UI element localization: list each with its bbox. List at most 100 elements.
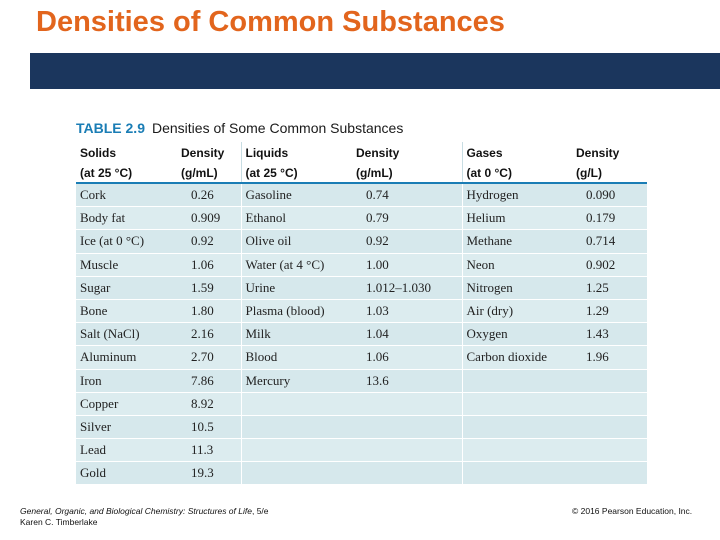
slide-title: Densities of Common Substances bbox=[36, 6, 505, 38]
footer-author: Karen C. Timberlake bbox=[20, 517, 98, 527]
table-row: Iron 7.86 Mercury 13.6 bbox=[76, 369, 647, 393]
table-row: Lead 11.3 bbox=[76, 438, 647, 463]
cell-gas-density: 0.179 bbox=[572, 206, 647, 231]
cell-gas-name: Helium bbox=[462, 206, 572, 231]
cell-gas-name: Air (dry) bbox=[462, 299, 572, 324]
header-liquids-density: Density bbox=[352, 142, 463, 166]
cell-gas-density: 1.96 bbox=[572, 345, 647, 370]
cell-gas-density bbox=[572, 415, 647, 440]
table-row: Cork 0.26 Gasoline 0.74 Hydrogen 0.090 bbox=[76, 183, 647, 208]
cell-solid-density: 0.92 bbox=[177, 229, 242, 254]
cell-liquid-density bbox=[352, 461, 463, 486]
cell-solid-density: 0.26 bbox=[177, 183, 242, 208]
table-row: Salt (NaCl) 2.16 Milk 1.04 Oxygen 1.43 bbox=[76, 322, 647, 347]
cell-solid-name: Salt (NaCl) bbox=[76, 322, 177, 347]
cell-gas-density: 0.902 bbox=[572, 253, 647, 277]
header-solids-density-unit: (g/mL) bbox=[177, 166, 242, 184]
cell-solid-density: 2.16 bbox=[177, 322, 242, 347]
cell-gas-density bbox=[572, 392, 647, 416]
header-solids: Solids bbox=[76, 142, 177, 166]
table-row: Ice (at 0 °C) 0.92 Olive oil 0.92 Methane 0.7… bbox=[76, 229, 647, 254]
density-table: Solids Density Liquids Density Gases Den… bbox=[76, 142, 647, 486]
cell-liquid-name bbox=[241, 438, 352, 463]
cell-gas-density: 1.43 bbox=[572, 322, 647, 347]
table-row: Aluminum 2.70 Blood 1.06 Carbon dioxide 1.96 bbox=[76, 345, 647, 370]
table-number: TABLE 2.9 bbox=[76, 120, 145, 136]
cell-gas-name bbox=[462, 369, 572, 393]
header-liquids-unit: (at 25 °C) bbox=[241, 166, 352, 184]
header-gases-density-unit: (g/L) bbox=[572, 166, 647, 184]
cell-solid-density: 8.92 bbox=[177, 392, 242, 416]
header-solids-density: Density bbox=[177, 142, 242, 166]
cell-gas-name: Methane bbox=[462, 229, 572, 254]
table-row: Gold 19.3 bbox=[76, 461, 647, 486]
cell-liquid-density: 1.03 bbox=[352, 299, 463, 324]
cell-solid-density: 0.909 bbox=[177, 206, 242, 231]
cell-solid-name: Iron bbox=[76, 369, 177, 393]
cell-gas-density: 1.25 bbox=[572, 276, 647, 300]
cell-solid-density: 1.59 bbox=[177, 276, 242, 300]
cell-liquid-density: 0.79 bbox=[352, 206, 463, 231]
cell-solid-name: Sugar bbox=[76, 276, 177, 300]
cell-gas-name bbox=[462, 415, 572, 440]
footer-copyright: © 2016 Pearson Education, Inc. bbox=[572, 506, 693, 516]
cell-gas-density: 1.29 bbox=[572, 299, 647, 324]
cell-gas-name bbox=[462, 438, 572, 463]
cell-liquid-name: Milk bbox=[241, 322, 352, 347]
cell-liquid-name bbox=[241, 415, 352, 440]
table-row: Body fat 0.909 Ethanol 0.79 Helium 0.179 bbox=[76, 206, 647, 231]
cell-solid-name: Body fat bbox=[76, 206, 177, 231]
cell-liquid-density: 1.06 bbox=[352, 345, 463, 370]
footer-book-title: General, Organic, and Biological Chemist… bbox=[20, 506, 252, 516]
cell-gas-density bbox=[572, 438, 647, 463]
cell-solid-name: Copper bbox=[76, 392, 177, 416]
cell-solid-name: Muscle bbox=[76, 253, 177, 277]
cell-liquid-name: Blood bbox=[241, 345, 352, 370]
cell-solid-density: 1.06 bbox=[177, 253, 242, 277]
cell-liquid-name: Urine bbox=[241, 276, 352, 300]
cell-liquid-density: 13.6 bbox=[352, 369, 463, 393]
cell-liquid-density: 1.04 bbox=[352, 322, 463, 347]
cell-gas-density bbox=[572, 369, 647, 393]
cell-gas-name: Nitrogen bbox=[462, 276, 572, 300]
cell-gas-name: Carbon dioxide bbox=[462, 345, 572, 370]
header-gases-unit: (at 0 °C) bbox=[462, 166, 572, 184]
table-row: Muscle 1.06 Water (at 4 °C) 1.00 Neon 0.902 bbox=[76, 253, 647, 277]
cell-liquid-density: 0.74 bbox=[352, 183, 463, 208]
cell-liquid-density bbox=[352, 392, 463, 416]
cell-solid-name: Aluminum bbox=[76, 345, 177, 370]
header-solids-unit: (at 25 °C) bbox=[76, 166, 177, 184]
cell-solid-density: 10.5 bbox=[177, 415, 242, 440]
cell-gas-name: Oxygen bbox=[462, 322, 572, 347]
cell-liquid-name: Olive oil bbox=[241, 229, 352, 254]
cell-gas-name: Hydrogen bbox=[462, 183, 572, 208]
footer-citation: General, Organic, and Biological Chemist… bbox=[20, 506, 269, 528]
cell-liquid-name: Ethanol bbox=[241, 206, 352, 231]
header-gases: Gases bbox=[462, 142, 572, 166]
cell-liquid-density bbox=[352, 415, 463, 440]
cell-liquid-name bbox=[241, 461, 352, 486]
table-row: Sugar 1.59 Urine 1.012–1.030 Nitrogen 1.25 bbox=[76, 276, 647, 300]
table-row: Silver 10.5 bbox=[76, 415, 647, 440]
cell-gas-name bbox=[462, 392, 572, 416]
cell-solid-name: Lead bbox=[76, 438, 177, 463]
cell-gas-name: Neon bbox=[462, 253, 572, 277]
table-body: Cork 0.26 Gasoline 0.74 Hydrogen 0.090 Body fa… bbox=[76, 183, 647, 486]
cell-gas-density: 0.090 bbox=[572, 183, 647, 208]
cell-liquid-name: Plasma (blood) bbox=[241, 299, 352, 324]
cell-gas-density bbox=[572, 461, 647, 486]
table-row: Copper 8.92 bbox=[76, 392, 647, 416]
cell-solid-density: 1.80 bbox=[177, 299, 242, 324]
cell-solid-density: 19.3 bbox=[177, 461, 242, 486]
cell-liquid-name: Gasoline bbox=[241, 183, 352, 208]
cell-solid-density: 2.70 bbox=[177, 345, 242, 370]
cell-liquid-density: 1.00 bbox=[352, 253, 463, 277]
title-band bbox=[30, 53, 720, 89]
header-gases-density: Density bbox=[572, 142, 647, 166]
cell-liquid-density: 1.012–1.030 bbox=[352, 276, 463, 300]
cell-liquid-name bbox=[241, 392, 352, 416]
cell-liquid-density: 0.92 bbox=[352, 229, 463, 254]
cell-solid-name: Bone bbox=[76, 299, 177, 324]
cell-solid-density: 7.86 bbox=[177, 369, 242, 393]
table-row: Bone 1.80 Plasma (blood) 1.03 Air (dry) 1.29 bbox=[76, 299, 647, 324]
